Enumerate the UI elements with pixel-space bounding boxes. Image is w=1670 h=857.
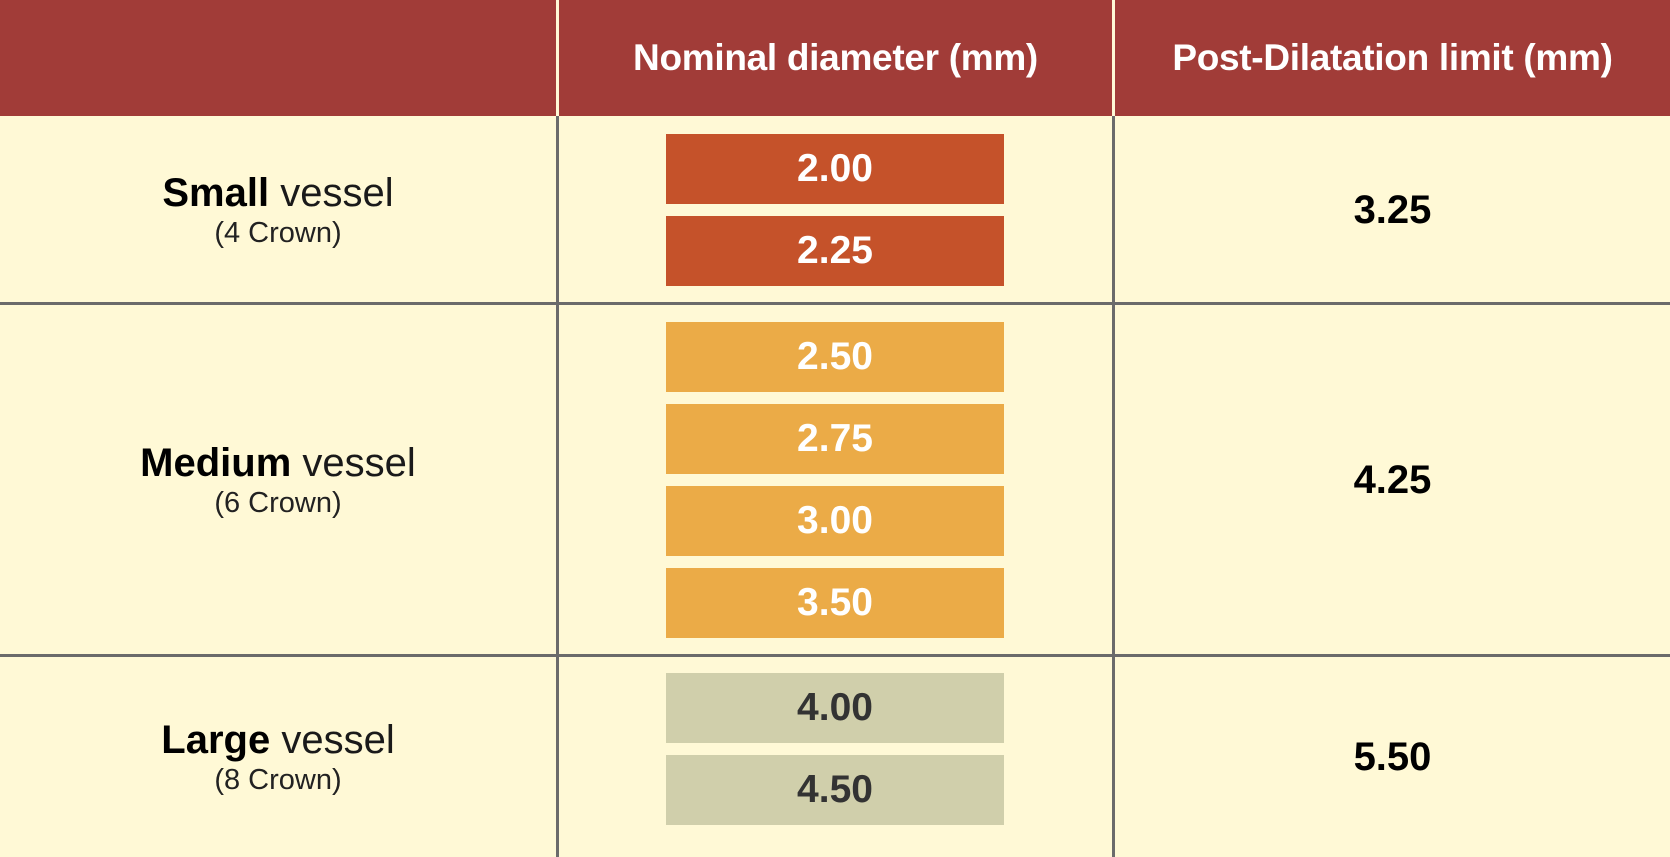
diameter-chip: 4.50 (666, 755, 1004, 825)
diameter-list: 4.00 4.50 (666, 657, 1004, 857)
vessel-size: Small (162, 171, 270, 215)
row-label: Large vessel (8 Crown) (0, 657, 556, 857)
row-label: Medium vessel (6 Crown) (0, 305, 556, 655)
vessel-size-label: Large vessel (161, 717, 394, 763)
row-divider (0, 654, 1670, 657)
post-dilatation-limit: 5.50 (1353, 734, 1432, 779)
diameter-list: 2.50 2.75 3.00 3.50 (666, 305, 1004, 655)
crown-count: (8 Crown) (214, 764, 342, 796)
row-divider (0, 302, 1670, 305)
header-divider (556, 0, 559, 116)
post-dilatation-limit: 4.25 (1353, 457, 1432, 502)
column-divider (1112, 116, 1115, 857)
table-header: Nominal diameter (mm) Post-Dilatation li… (0, 0, 1670, 116)
header-nominal-diameter: Nominal diameter (mm) (633, 37, 1038, 78)
diameter-chip: 4.00 (666, 673, 1004, 743)
vessel-word: vessel (281, 718, 395, 762)
vessel-size-label: Small vessel (162, 170, 393, 216)
crown-count: (4 Crown) (214, 217, 342, 249)
column-divider (556, 116, 559, 857)
diameter-list: 2.00 2.25 (666, 116, 1004, 304)
diameter-chip: 2.00 (666, 134, 1004, 204)
diameter-chip: 2.25 (666, 216, 1004, 286)
vessel-size: Large (161, 718, 271, 762)
diameter-chip: 3.00 (666, 486, 1004, 556)
post-dilatation-limit: 3.25 (1353, 187, 1432, 232)
crown-count: (6 Crown) (214, 487, 342, 519)
vessel-size: Medium (140, 441, 292, 485)
vessel-word: vessel (280, 171, 394, 215)
table-row-medium: Medium vessel (6 Crown) 2.50 2.75 3.00 3… (0, 305, 1670, 655)
header-post-dilatation-limit: Post-Dilatation limit (mm) (1172, 37, 1613, 78)
vessel-size-label: Medium vessel (140, 440, 416, 486)
header-divider (1112, 0, 1115, 116)
table-row-large: Large vessel (8 Crown) 4.00 4.50 5.50 (0, 657, 1670, 857)
header-empty-cell (0, 0, 556, 116)
row-label: Small vessel (4 Crown) (0, 116, 556, 304)
diameter-chip: 3.50 (666, 568, 1004, 638)
table-row-small: Small vessel (4 Crown) 2.00 2.25 3.25 (0, 116, 1670, 304)
diameter-chip: 2.75 (666, 404, 1004, 474)
diameter-chip: 2.50 (666, 322, 1004, 392)
vessel-word: vessel (302, 441, 416, 485)
